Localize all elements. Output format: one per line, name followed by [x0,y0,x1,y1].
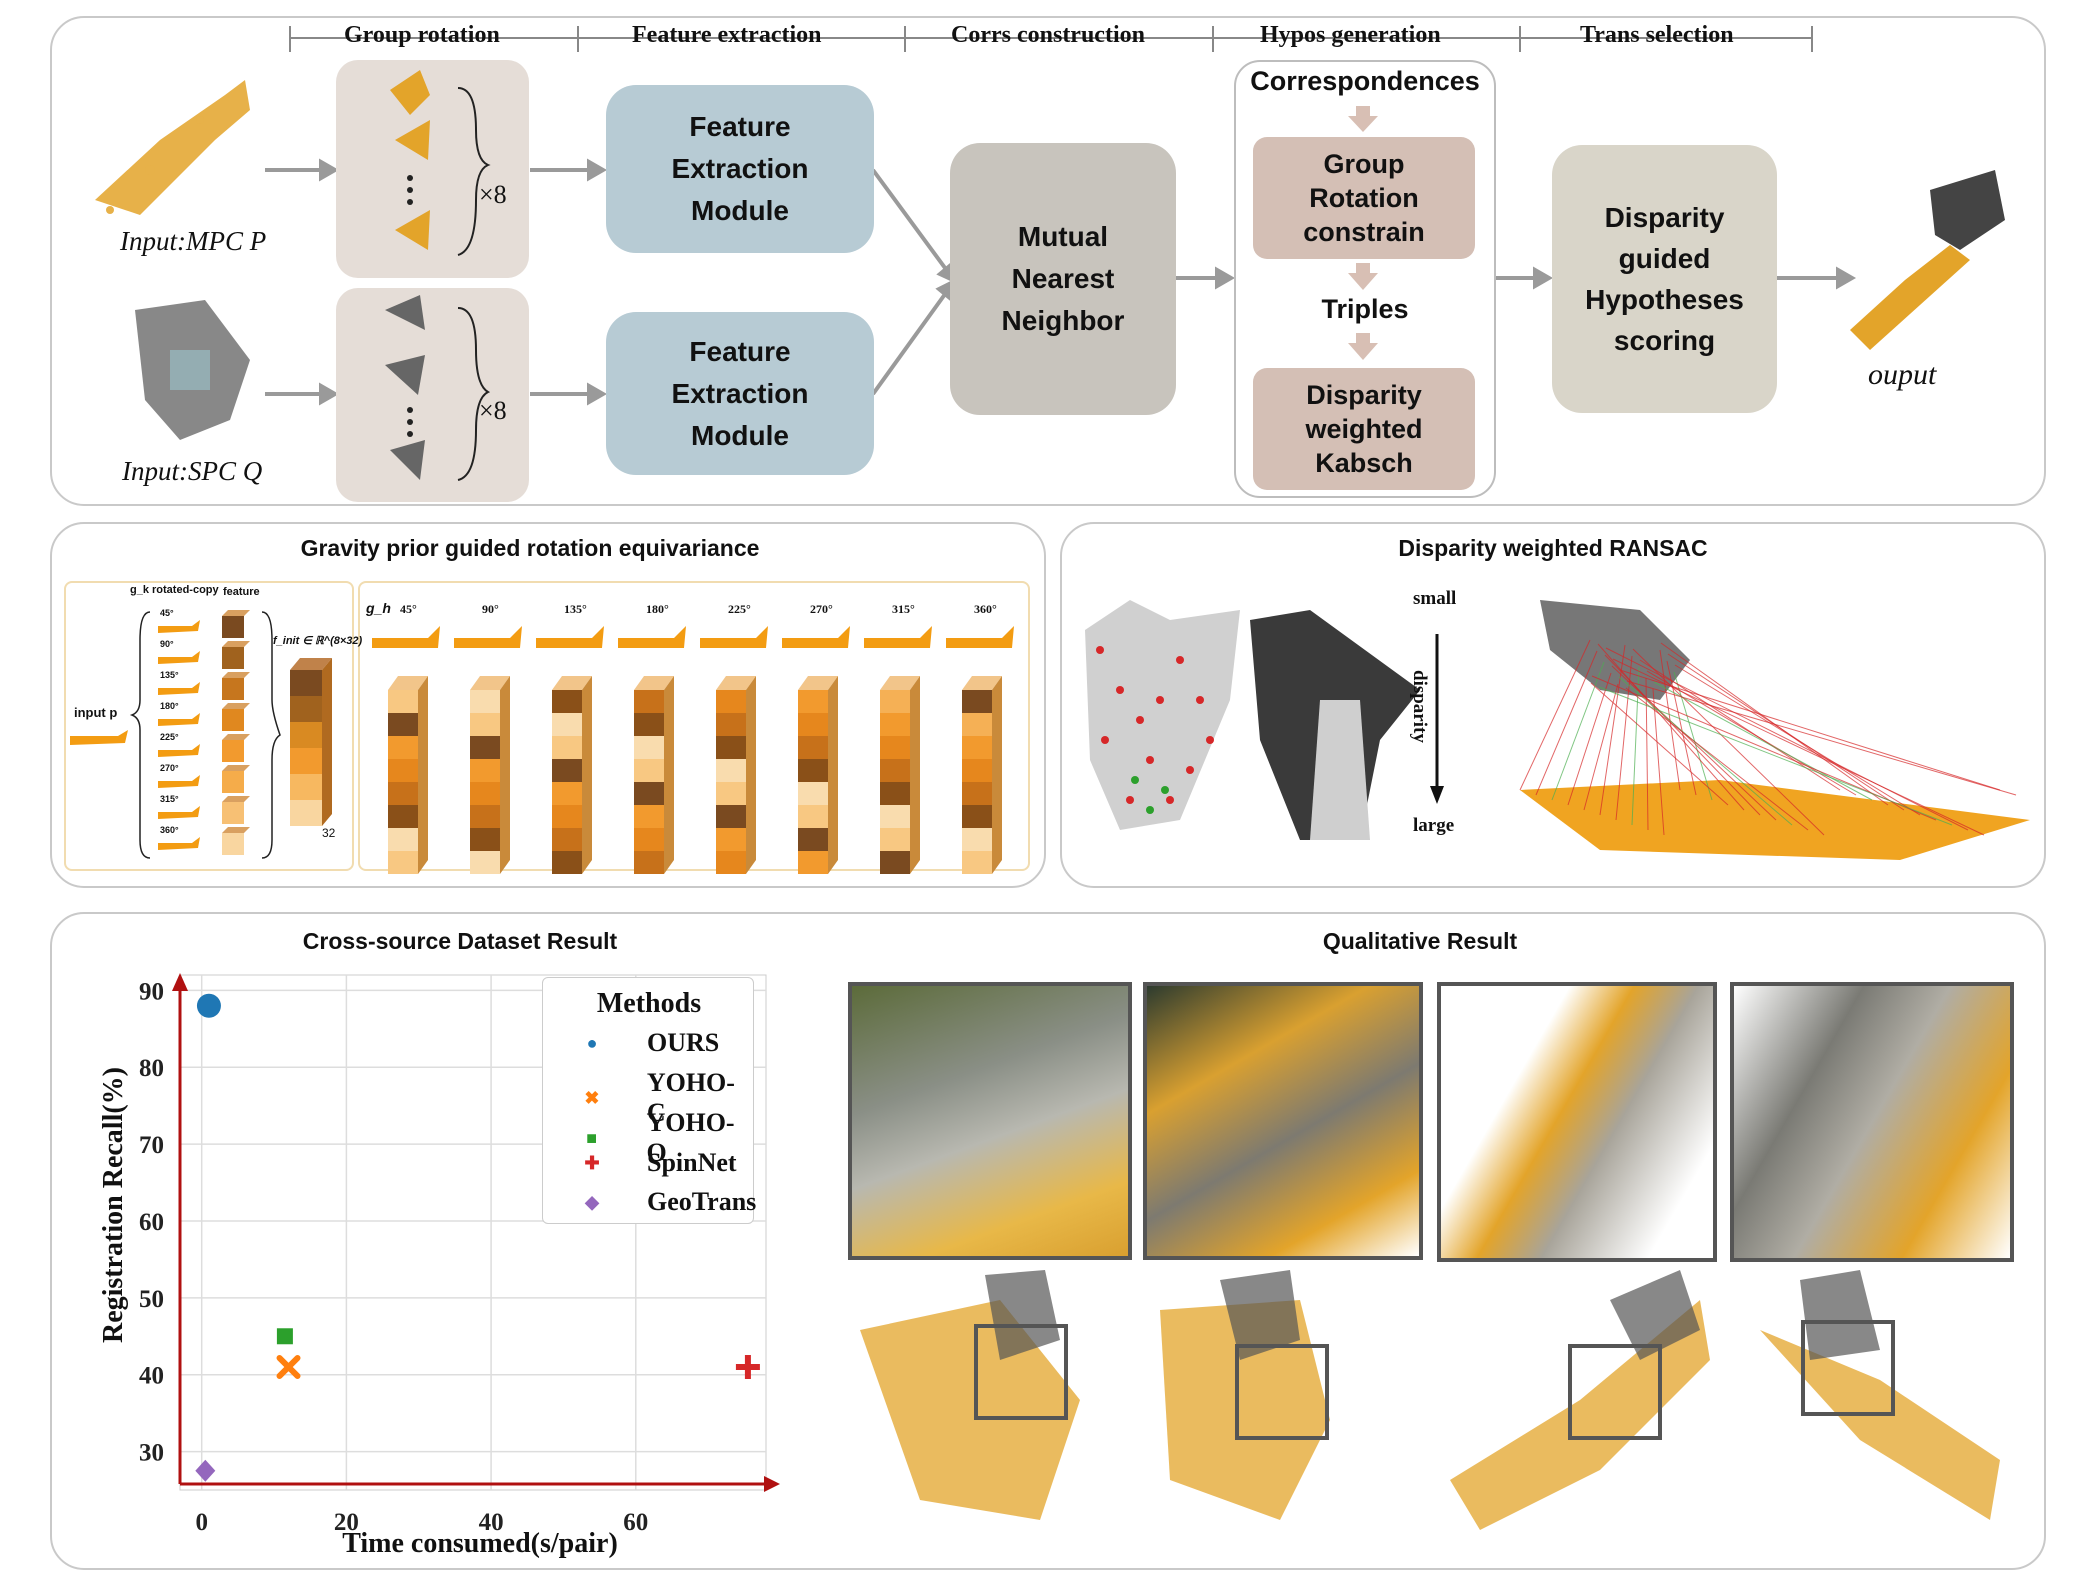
legend-title: Methods [596,988,702,1019]
ransac-title: Disparity weighted RANSAC [1398,535,1708,561]
qualitative-image-2 [1143,982,1423,1260]
hypos-generation-frame [1234,60,1496,498]
small-angle-label: 360° [160,825,179,835]
qualitative-image-3 [1437,982,1717,1262]
legend-item-geotrans: ◆ GeoTrans [585,1187,757,1216]
legend-item-ours: ● OURS [586,1028,720,1057]
legend-item-yoho-o: ■ YOHO-O [586,1108,735,1167]
times8-q: ×8 [479,396,507,425]
small-angle-label: 270° [160,763,179,773]
gravity-title: Gravity prior guided rotation equivarian… [300,535,760,561]
stage-group-rotation: Group rotation [344,22,500,48]
feature-label: feature [223,586,260,598]
angle-label: 180° [646,602,669,616]
stage-feature-extraction: Feature extraction [632,22,822,48]
times8-p: ×8 [479,180,507,209]
gravity-right-box [358,581,1030,871]
triples-label: Triples [1321,294,1409,324]
small-angle-label: 180° [160,701,179,711]
chart-legend: Methods ● OURS ✖ YOHO-C ■ YOHO-O ✚ SpinNet ◆… [542,977,757,1224]
small-angle-label: 90° [160,639,174,649]
angle-label: 315° [892,602,915,616]
input-q-label: Input:SPC Q [122,456,263,486]
qualitative-title: Qualitative Result [1322,928,1518,954]
small-angle-label: 135° [160,670,179,680]
input-p-small-label: input p [74,705,118,720]
angle-label: 360° [974,602,997,616]
feature-extraction-module-p: Feature Extraction Module [606,85,874,253]
correspondences-label: Correspondences [1250,66,1480,96]
hypotheses-scoring-box: Disparity guided Hypotheses scoring [1552,145,1777,413]
gravity-left-box [64,581,354,871]
gh-label: g_h [366,600,391,616]
mutual-nearest-neighbor-box: Mutual Nearest Neighbor [950,143,1176,415]
output-label: ouput [1868,358,1937,391]
group-rotation-constrain-box: Group Rotation constrain [1253,137,1475,259]
rotation-copies-p [336,60,529,278]
rotated-copy-label: g_k rotated-copy [130,584,219,596]
dim-32-label: 32 [322,826,336,840]
angle-label: 45° [400,602,417,616]
disparity-axis-label: disparity [1409,670,1430,743]
angle-label: 225° [728,602,751,616]
angle-label: 270° [810,602,833,616]
small-angle-label: 45° [160,608,174,618]
stage-trans-selection: Trans selection [1580,22,1734,48]
disparity-small-label: small [1413,588,1457,609]
disparity-large-label: large [1413,815,1455,836]
chart-xlabel: Time consumed(s/pair) [342,1528,618,1559]
angle-label: 135° [564,602,587,616]
chart-title: Cross-source Dataset Result [302,928,618,954]
disparity-weighted-kabsch-box: Disparity weighted Kabsch [1253,368,1475,490]
stage-corrs-construction: Corrs construction [951,22,1145,48]
input-p-label: Input:MPC P [120,226,267,256]
rotation-copies-q [336,288,529,502]
qualitative-image-4 [1730,982,2014,1262]
legend-item-spinnet: ✚ SpinNet [584,1148,737,1177]
small-angle-label: 315° [160,794,179,804]
qualitative-image-1 [848,982,1132,1260]
finit-label: f_init ∈ ℝ^(8×32) [273,635,363,647]
stage-hypos-generation: Hypos generation [1260,22,1441,48]
feature-extraction-module-q: Feature Extraction Module [606,312,874,475]
ransac-panel [1060,522,2046,888]
chart-ylabel: Registration Recall(%) [98,1066,129,1344]
small-angle-label: 225° [160,732,179,742]
angle-label: 90° [482,602,499,616]
legend-item-yoho-c: ✖ YOHO-C [584,1068,735,1127]
